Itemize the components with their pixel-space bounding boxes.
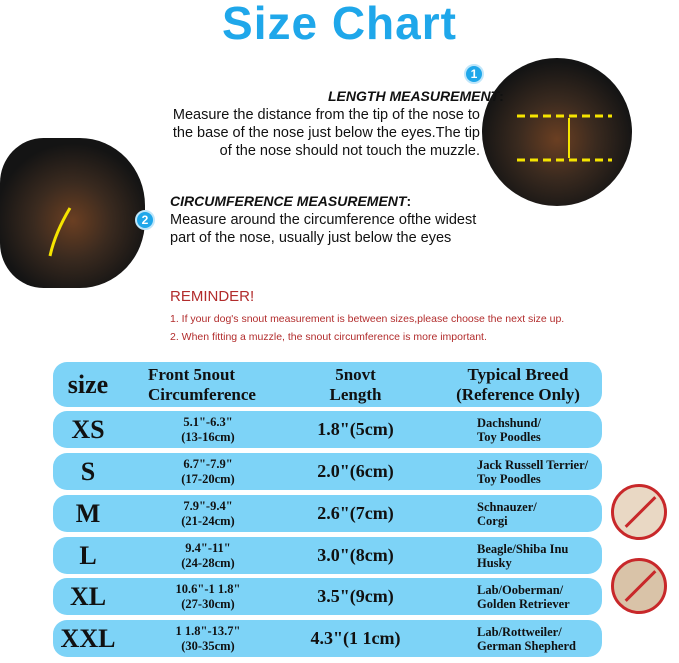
cm: (21-24cm) [181, 513, 235, 528]
circumference-cell: 9.4"-11" (24-28cm) [148, 537, 268, 574]
inches: 10.6"-1 1.8" [175, 581, 241, 596]
table-row: L 9.4"-11" (24-28cm) 3.0"(8cm) Beagle/Shi… [53, 537, 602, 574]
header-size: size [67, 369, 109, 399]
circumference-cell: 6.7"-7.9" (17-20cm) [148, 453, 268, 490]
inches: 6.7"-7.9" [183, 456, 233, 471]
size-cell: L [79, 540, 97, 570]
circumference-measure-icon [48, 207, 72, 257]
no-bark-dog-icon-1 [611, 484, 667, 540]
circumference-cell: 1 1.8"-13.7" (30-35cm) [148, 620, 268, 657]
length-cell: 3.0"(8cm) [317, 545, 394, 565]
cm: (17-20cm) [181, 471, 235, 486]
cm: (30-35cm) [181, 638, 235, 653]
colon: : [406, 193, 412, 209]
table-row: XL 10.6"-1 1.8" (27-30cm) 3.5"(9cm) Lab/O… [53, 578, 602, 615]
breed-line: Toy Poodles [477, 471, 541, 486]
breed-line: Lab/Ooberman/ [477, 582, 564, 597]
no-bark-dog-icon-2 [611, 558, 667, 614]
circumference-heading-text: CIRCUMFERENCE MEASUREMENT [170, 193, 407, 209]
table-row: S 6.7"-7.9" (17-20cm) 2.0"(6cm) Jack Russ… [53, 453, 602, 490]
breed-cell: Jack Russell Terrier/Toy Poodles [463, 453, 598, 490]
size-cell: XXL [60, 623, 116, 653]
inches: 1 1.8"-13.7" [175, 623, 241, 638]
circumference-cell: 7.9"-9.4" (21-24cm) [148, 495, 268, 532]
page-title: Size Chart [222, 0, 457, 49]
length-cell: 3.5"(9cm) [317, 586, 394, 606]
doberman-front-image [482, 58, 632, 206]
inches: 9.4"-11" [185, 540, 231, 555]
length-cell: 2.6"(7cm) [317, 503, 394, 523]
inches: 5.1"-6.3" [183, 414, 233, 429]
header-line: 5novt [335, 364, 376, 384]
table-header: size Front 5nout Circumference 5novt Lengt… [53, 362, 602, 407]
size-cell: S [80, 456, 96, 486]
header-line: (Reference Only) [456, 384, 580, 404]
length-heading-text: LENGTH MEASUREMENT [328, 88, 500, 104]
reminder-heading: REMINDER! [170, 288, 255, 305]
breed-line: Dachshund/ [477, 415, 541, 430]
prohibited-slash [624, 570, 657, 602]
size-cell: XS [71, 414, 105, 444]
doberman-side-image [0, 138, 145, 288]
breed-line: Husky [477, 555, 512, 570]
breed-line: Corgi [477, 513, 508, 528]
length-heading: LENGTH MEASUREMENT: [328, 88, 504, 104]
prohibited-slash [624, 496, 657, 528]
cm: (13-16cm) [181, 429, 235, 444]
colon: : [499, 88, 504, 104]
reminder-list: 1. If your dog's snout measurement is be… [170, 310, 610, 346]
breed-line: Beagle/Shiba Inu [477, 541, 569, 556]
header-line: Circumference [148, 384, 256, 404]
text-line: of the nose should not touch the muzzle. [219, 143, 480, 159]
breed-line: Toy Poodles [477, 429, 541, 444]
header-line: Length [329, 384, 382, 404]
breed-line: German Shepherd [477, 638, 576, 653]
breed-line: Lab/Rottweiler/ [477, 624, 562, 639]
table-row: M 7.9"-9.4" (21-24cm) 2.6"(7cm) Schnauzer… [53, 495, 602, 532]
cm: (27-30cm) [181, 596, 235, 611]
table-row: XXL 1 1.8"-13.7" (30-35cm) 4.3"(1 1cm) La… [53, 620, 602, 657]
reminder-item: 2. When fitting a muzzle, the snout circ… [170, 331, 487, 343]
header-breed: Typical Breed (Reference Only) [438, 362, 598, 407]
inches: 7.9"-9.4" [183, 498, 233, 513]
breed-line: Schnauzer/ [477, 499, 537, 514]
cm: (24-28cm) [181, 555, 235, 570]
text-line: part of the nose, usually just below the… [170, 230, 452, 246]
step-1-badge: 1 [464, 64, 484, 84]
text-line: the base of the nose just below the eyes… [172, 125, 480, 141]
circumference-cell: 10.6"-1 1.8" (27-30cm) [148, 578, 268, 615]
breed-cell: Beagle/Shiba Inu Husky [463, 537, 598, 574]
table-row: XS 5.1"-6.3" (13-16cm) 1.8"(5cm) Dachshun… [53, 411, 602, 448]
length-cell: 2.0"(6cm) [317, 461, 394, 481]
header-line: Typical Breed [467, 364, 569, 384]
breed-cell: Dachshund/Toy Poodles [463, 411, 598, 448]
circumference-heading: CIRCUMFERENCE MEASUREMENT: [170, 193, 411, 209]
breed-cell: Lab/Rottweiler/German Shepherd [463, 620, 598, 657]
text-line: Measure around the circumference ofthe w… [170, 212, 477, 228]
breed-line: Jack Russell Terrier/ [477, 457, 589, 472]
size-cell: M [75, 498, 101, 528]
header-length: 5novt Length [293, 362, 418, 407]
reminder-item: 1. If your dog's snout measurement is be… [170, 313, 565, 325]
step-2-badge: 2 [135, 210, 155, 230]
text-line: Measure the distance from the tip of the… [172, 107, 480, 123]
breed-line: Golden Retriever [477, 596, 570, 611]
length-description: Measure the distance from the tip of the… [173, 106, 480, 160]
length-measure-lines-icon [517, 114, 612, 162]
breed-cell: Lab/Ooberman/Golden Retriever [463, 578, 598, 615]
circumference-cell: 5.1"-6.3" (13-16cm) [148, 411, 268, 448]
length-cell: 4.3"(1 1cm) [310, 628, 401, 648]
breed-cell: Schnauzer/Corgi [463, 495, 598, 532]
header-circumference: Front 5nout Circumference [148, 362, 268, 407]
circumference-description: Measure around the circumference ofthe w… [170, 211, 476, 247]
size-cell: XL [69, 581, 107, 611]
length-cell: 1.8"(5cm) [317, 419, 394, 439]
header-line: Front 5nout [148, 364, 236, 384]
